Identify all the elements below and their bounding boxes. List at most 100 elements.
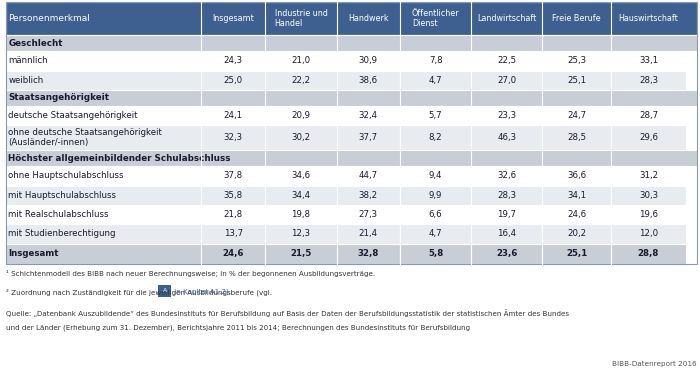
Bar [337,243,400,264]
Text: 5,7: 5,7 [429,111,442,120]
Bar [400,71,471,90]
Bar [400,205,471,224]
Text: ohne Hauptschulabschluss: ohne Hauptschulabschluss [8,171,124,181]
Text: 20,9: 20,9 [291,111,311,120]
Text: 22,2: 22,2 [291,76,311,85]
Bar [265,243,337,264]
Text: 19,8: 19,8 [291,210,311,219]
Text: 34,6: 34,6 [291,171,311,181]
Text: und der Länder (Erhebung zum 31. Dezember), Berichtsjahre 2011 bis 2014; Berechn: und der Länder (Erhebung zum 31. Dezembe… [6,325,470,331]
Bar [611,106,686,125]
Bar [611,51,686,71]
Text: 44,7: 44,7 [359,171,378,181]
Bar [542,186,611,205]
Text: 12,0: 12,0 [639,230,658,239]
Text: 6,6: 6,6 [429,210,442,219]
Text: 20,2: 20,2 [567,230,586,239]
Bar [542,71,611,90]
Bar [542,166,611,186]
Text: 16,4: 16,4 [497,230,517,239]
Text: 9,9: 9,9 [429,191,442,200]
Text: 7,8: 7,8 [429,56,442,65]
Text: 24,7: 24,7 [567,111,586,120]
Bar [6,125,201,150]
Bar [6,166,201,186]
Text: 37,7: 37,7 [359,133,378,142]
Bar [265,205,337,224]
Text: 25,1: 25,1 [567,76,586,85]
Bar [400,224,471,243]
Text: 46,3: 46,3 [497,133,517,142]
Bar [471,71,542,90]
Bar [265,71,337,90]
Bar [471,125,542,150]
Text: 19,7: 19,7 [497,210,517,219]
Bar [265,106,337,125]
Text: 28,8: 28,8 [638,249,659,258]
Bar [6,224,201,243]
Text: 13,7: 13,7 [224,230,243,239]
Bar [201,224,265,243]
Bar [471,106,542,125]
Text: 25,1: 25,1 [566,249,587,258]
Text: 8,2: 8,2 [429,133,442,142]
Bar [611,205,686,224]
Text: 25,0: 25,0 [224,76,243,85]
Text: 38,2: 38,2 [359,191,378,200]
Text: Quelle: „Datenbank Auszubildende“ des Bundesinstituts für Berufsbildung auf Basi: Quelle: „Datenbank Auszubildende“ des Bu… [6,309,568,317]
Bar [337,205,400,224]
Text: 12,3: 12,3 [291,230,311,239]
Bar [337,224,400,243]
Bar [6,150,696,166]
Bar [337,106,400,125]
Bar [6,2,696,264]
Bar [542,224,611,243]
Bar [542,125,611,150]
Bar [265,186,337,205]
Bar [611,186,686,205]
Bar [611,71,686,90]
Text: 23,3: 23,3 [497,111,517,120]
Bar [611,224,686,243]
Text: 4,7: 4,7 [429,76,442,85]
Text: 32,8: 32,8 [358,249,379,258]
Text: 28,5: 28,5 [567,133,586,142]
Bar [265,51,337,71]
Bar [400,106,471,125]
Bar [6,186,201,205]
Bar [400,125,471,150]
Text: 34,1: 34,1 [567,191,586,200]
Text: 27,0: 27,0 [497,76,517,85]
Text: 29,6: 29,6 [639,133,658,142]
Text: 38,6: 38,6 [359,76,378,85]
Text: 4,7: 4,7 [429,230,442,239]
Text: ¹ Schichtenmodell des BIBB nach neuer Berechnungsweise; in % der begonnenen Ausb: ¹ Schichtenmodell des BIBB nach neuer Be… [6,270,375,278]
Text: 21,5: 21,5 [290,249,312,258]
Text: 37,8: 37,8 [224,171,243,181]
Text: 24,6: 24,6 [223,249,244,258]
Text: 24,3: 24,3 [224,56,243,65]
Bar [6,2,696,35]
Text: 36,6: 36,6 [567,171,586,181]
Bar [201,125,265,150]
Text: Industrie und
Handel: Industrie und Handel [274,9,328,28]
Text: 31,2: 31,2 [639,171,658,181]
Bar [201,51,265,71]
Bar [6,205,201,224]
Bar [611,125,686,150]
Bar [400,51,471,71]
Text: ² Zuordnung nach Zuständigkeit für die jeweiligen Ausbildungsberufe (vgl.: ² Zuordnung nach Zuständigkeit für die j… [6,288,272,296]
Text: ohne deutsche Staatsangehörigkeit
(Ausländer/-innen): ohne deutsche Staatsangehörigkeit (Auslä… [8,128,162,147]
Bar [471,205,542,224]
Text: 30,3: 30,3 [639,191,658,200]
Bar [158,285,171,297]
Bar [471,166,542,186]
Text: Hauswirtschaft: Hauswirtschaft [619,14,678,23]
Text: mit Studienberechtigung: mit Studienberechtigung [8,230,116,239]
Text: 19,6: 19,6 [639,210,658,219]
Bar [400,243,471,264]
Text: 5,8: 5,8 [428,249,443,258]
Bar [471,186,542,205]
Text: weiblich: weiblich [8,76,43,85]
Text: mit Hauptschulabschluss: mit Hauptschulabschluss [8,191,116,200]
